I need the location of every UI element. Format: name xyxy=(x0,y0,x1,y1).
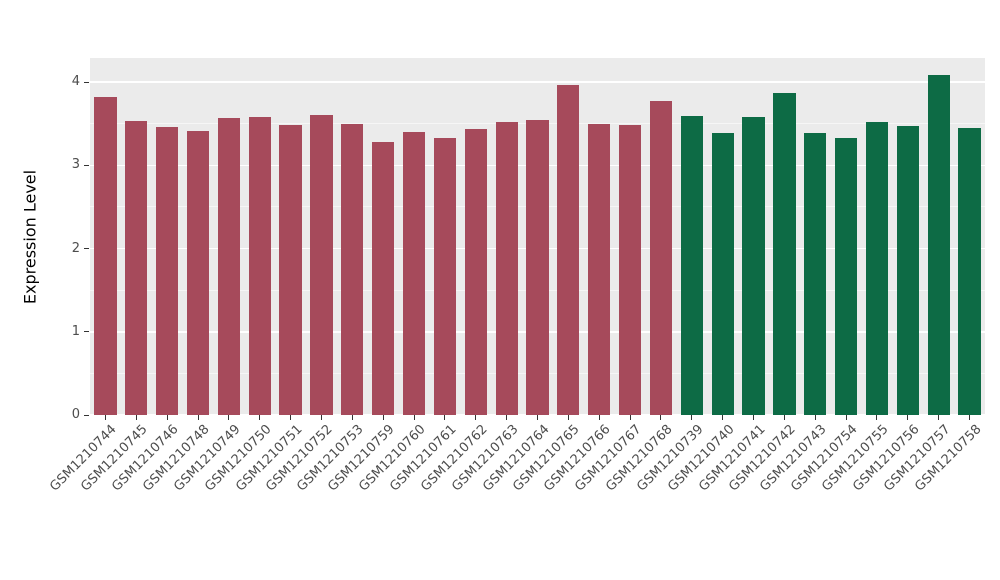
bar xyxy=(372,142,395,415)
y-axis-title: Expression Level xyxy=(20,169,40,305)
x-tick-mark xyxy=(197,415,199,420)
bar xyxy=(341,123,364,415)
x-tick-mark xyxy=(845,415,847,420)
x-tick-mark xyxy=(444,415,446,420)
bar xyxy=(835,137,858,415)
bar xyxy=(156,127,179,415)
bar xyxy=(495,122,518,415)
bar xyxy=(526,119,549,415)
x-tick-mark xyxy=(907,415,909,420)
y-tick-mark xyxy=(84,414,89,416)
x-tick-mark xyxy=(290,415,292,420)
x-tick-mark xyxy=(629,415,631,420)
x-tick-mark xyxy=(938,415,940,420)
x-tick-mark xyxy=(598,415,600,420)
x-tick-mark xyxy=(351,415,353,420)
bar xyxy=(649,101,673,415)
x-tick-mark xyxy=(567,415,569,420)
x-tick-mark xyxy=(660,415,662,420)
bar xyxy=(217,117,240,415)
x-tick-mark xyxy=(320,415,322,420)
x-tick-mark xyxy=(969,415,971,420)
bar xyxy=(94,97,117,415)
bar xyxy=(927,74,950,415)
y-tick-mark xyxy=(84,248,89,250)
bar xyxy=(557,84,580,415)
x-tick-mark xyxy=(506,415,508,420)
y-tick-label: 1 xyxy=(71,323,80,339)
x-tick-mark xyxy=(537,415,538,420)
x-tick-mark xyxy=(259,415,261,420)
x-tick-mark xyxy=(135,415,137,420)
bar xyxy=(804,132,827,415)
y-tick-label: 3 xyxy=(71,157,80,173)
x-tick-mark xyxy=(228,415,230,420)
bar xyxy=(310,114,333,415)
x-tick-mark xyxy=(166,415,168,420)
grid-line-major xyxy=(90,81,985,83)
bar xyxy=(186,131,210,415)
bar xyxy=(433,137,457,415)
bar xyxy=(588,123,611,415)
y-tick-mark xyxy=(84,81,89,83)
x-tick-mark xyxy=(691,415,693,420)
bar xyxy=(896,126,919,415)
x-tick-mark xyxy=(475,415,477,420)
x-tick-mark xyxy=(722,415,724,420)
y-tick-mark xyxy=(84,164,89,166)
bar xyxy=(279,124,302,415)
x-tick-mark xyxy=(382,415,384,420)
bar xyxy=(402,132,426,415)
bar xyxy=(742,117,765,415)
bar xyxy=(125,121,148,415)
x-tick-mark xyxy=(783,415,785,420)
bar xyxy=(248,117,271,415)
x-tick-mark xyxy=(753,415,755,420)
y-tick-label: 0 xyxy=(71,407,80,422)
bar xyxy=(680,116,703,415)
bar xyxy=(958,127,981,415)
y-tick-mark xyxy=(84,331,89,333)
x-tick-mark xyxy=(814,415,816,420)
x-tick-mark xyxy=(413,415,415,420)
bar xyxy=(773,92,796,415)
plot-panel xyxy=(90,58,985,415)
bar xyxy=(711,132,734,415)
y-tick-label: 2 xyxy=(71,240,80,256)
x-tick-mark xyxy=(876,415,878,420)
bar xyxy=(865,122,889,415)
x-tick-mark xyxy=(104,415,106,420)
bar xyxy=(464,128,487,415)
y-tick-label: 4 xyxy=(71,74,80,90)
bar xyxy=(618,124,642,415)
